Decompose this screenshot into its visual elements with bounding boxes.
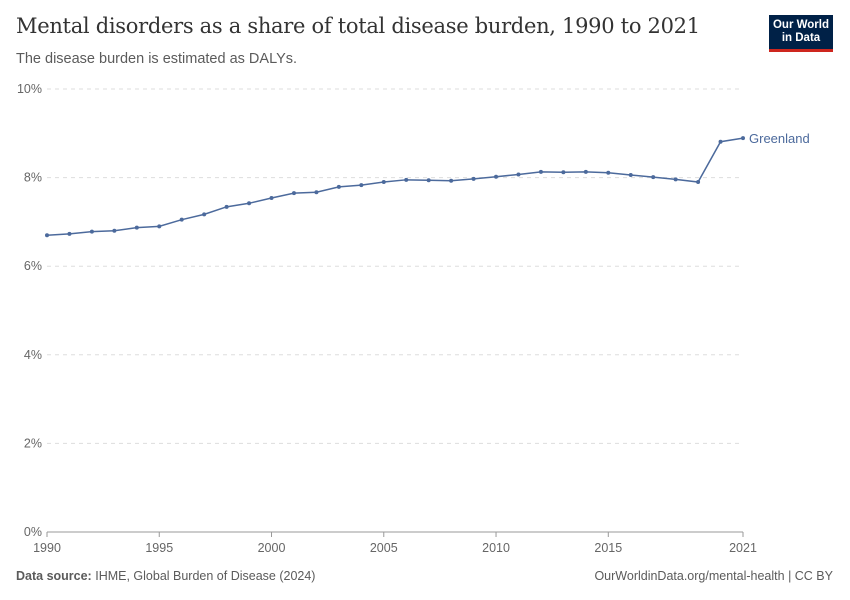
owid-logo[interactable]: Our World in Data	[769, 15, 833, 52]
data-source: Data source: IHME, Global Burden of Dise…	[16, 569, 315, 583]
data-point	[651, 175, 656, 180]
data-point	[67, 231, 72, 236]
data-point	[628, 172, 633, 177]
data-point	[291, 191, 296, 196]
source-label: Data source:	[16, 569, 92, 583]
data-point	[404, 177, 409, 182]
footer-link[interactable]: OurWorldinData.org/mental-health | CC BY	[594, 569, 833, 583]
data-point	[45, 233, 49, 238]
y-tick-label: 4%	[24, 348, 42, 362]
data-point	[202, 212, 207, 217]
data-point	[179, 217, 184, 222]
y-tick-label: 6%	[24, 259, 42, 273]
data-point	[247, 201, 252, 206]
data-point	[673, 177, 678, 182]
data-point	[112, 228, 117, 233]
data-point	[583, 169, 588, 174]
x-tick-label: 1990	[33, 541, 61, 555]
data-point	[314, 190, 319, 195]
data-point	[381, 180, 386, 185]
data-point	[696, 180, 701, 185]
x-tick-label: 2010	[482, 541, 510, 555]
data-point	[157, 224, 162, 229]
data-point	[89, 229, 94, 234]
source-text[interactable]: IHME, Global Burden of Disease (2024)	[95, 569, 316, 583]
y-tick-label: 8%	[24, 171, 42, 185]
data-point	[606, 170, 611, 175]
data-point	[426, 178, 431, 183]
data-point	[224, 204, 229, 209]
y-tick-label: 10%	[17, 82, 42, 96]
data-point	[741, 136, 745, 141]
series-line	[46, 137, 744, 236]
x-tick-label: 2000	[258, 541, 286, 555]
data-point	[269, 195, 274, 200]
data-point	[471, 176, 476, 181]
x-tick-label: 2015	[594, 541, 622, 555]
data-point	[449, 178, 454, 183]
data-point	[561, 170, 566, 175]
x-tick-label: 1995	[145, 541, 173, 555]
series-label: Greenland	[749, 131, 810, 146]
data-point	[718, 139, 723, 144]
data-point	[359, 183, 364, 188]
y-tick-label: 2%	[24, 436, 42, 450]
x-tick-label: 2021	[729, 541, 757, 555]
y-tick-label: 0%	[24, 525, 42, 539]
x-tick-label: 2005	[370, 541, 398, 555]
data-point	[516, 172, 521, 177]
data-point	[134, 225, 139, 230]
data-point	[538, 169, 543, 174]
chart-title: Mental disorders as a share of total dis…	[16, 14, 700, 38]
data-point	[336, 184, 341, 189]
chart-subtitle: The disease burden is estimated as DALYs…	[16, 51, 298, 67]
data-point	[494, 174, 499, 179]
